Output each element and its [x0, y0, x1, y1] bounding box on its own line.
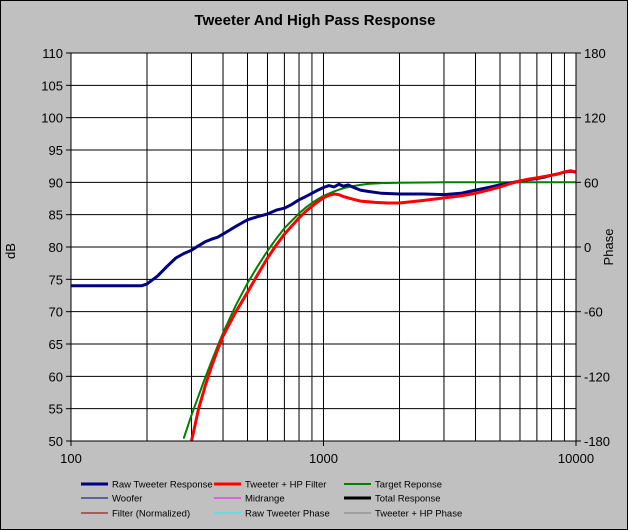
y-tick-label: 50 — [49, 434, 63, 449]
y-tick-label: 60 — [49, 369, 63, 384]
y-tick-label: 55 — [49, 402, 63, 417]
x-tick-label: 1000 — [309, 451, 338, 466]
legend-label: Woofer — [112, 494, 142, 505]
legend-label: Midrange — [245, 494, 285, 505]
y2-tick-label: -60 — [584, 305, 603, 320]
y-tick-label: 95 — [49, 143, 63, 158]
legend-label: Tweeter + HP Filter — [245, 480, 326, 491]
y2-axis-label: Phase — [601, 229, 616, 266]
y-tick-label: 85 — [49, 208, 63, 223]
legend-label: Filter (Normalized) — [112, 509, 190, 520]
grid-layer — [70, 52, 576, 442]
chart-title: Tweeter And High Pass Response — [195, 12, 436, 29]
legend: Raw Tweeter Response Tweeter + HP Filter T… — [81, 480, 462, 520]
legend-label: Total Response — [375, 494, 440, 505]
x-tick-label: 10000 — [558, 451, 594, 466]
y-tick-label: 100 — [41, 111, 63, 126]
legend-label: Raw Tweeter Phase — [245, 509, 330, 520]
legend-label: Raw Tweeter Response — [112, 480, 213, 491]
y-tick-label: 70 — [49, 305, 63, 320]
y2-tick-label: -120 — [584, 369, 610, 384]
legend-label: Target Reponse — [375, 480, 442, 491]
y2-tick-label: -180 — [584, 434, 610, 449]
y-axis-label: dB — [3, 243, 18, 259]
legend-label: Tweeter + HP Phase — [375, 509, 462, 520]
y2-tick-label: 180 — [584, 46, 606, 61]
y-tick-label: 80 — [49, 240, 63, 255]
y2-tick-label: 60 — [584, 175, 598, 190]
tick-layer: 100 1000 10000 50 55 60 65 70 75 80 85 90 95 100 105 11… — [41, 46, 610, 466]
y-tick-label: 65 — [49, 337, 63, 352]
y2-tick-label: 120 — [584, 111, 606, 126]
series-line-tweeter-hp-filter — [190, 169, 576, 441]
y2-tick-label: 0 — [584, 240, 591, 255]
x-tick-label: 100 — [60, 451, 82, 466]
y-tick-label: 110 — [42, 46, 63, 61]
y-tick-label: 90 — [49, 175, 63, 190]
series-layer — [71, 169, 576, 441]
y-tick-label: 105 — [41, 78, 63, 93]
y-tick-label: 75 — [49, 272, 63, 287]
